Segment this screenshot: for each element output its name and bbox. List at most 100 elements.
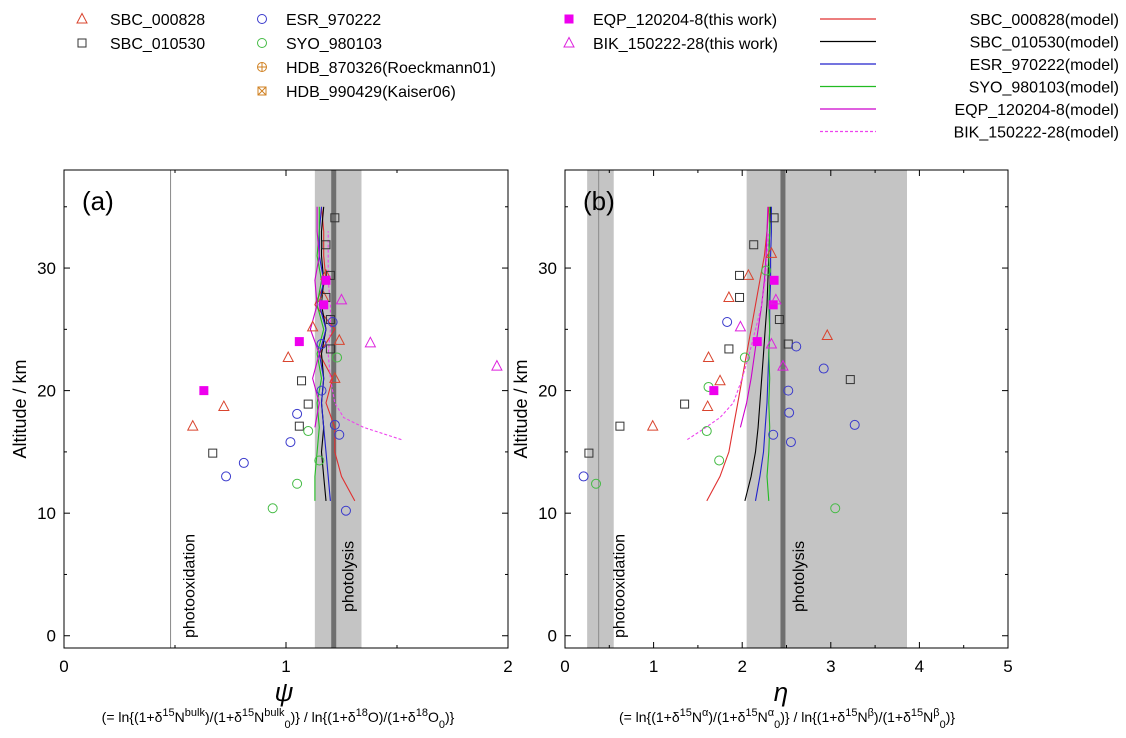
point-bik-150222-28 — [335, 293, 348, 305]
formula-part: O — [428, 709, 439, 725]
point-syo-980103 — [701, 426, 712, 437]
point-eqp-120204-8 — [768, 300, 778, 310]
formula-part: )} — [946, 709, 956, 725]
band-label-photooxidation: photooxidation — [612, 534, 629, 638]
model-line-sbc-000828-model — [706, 206, 770, 502]
legend-marker-bik-150222-28-this-work — [563, 36, 575, 48]
formula-part: 15 — [162, 707, 174, 719]
formula-part: α — [702, 707, 709, 719]
point-sbc-010530 — [584, 448, 594, 458]
panel-label: (a) — [82, 186, 114, 216]
plot-frame — [63, 169, 509, 649]
legend-label-sbc-000828: SBC_000828 — [110, 12, 205, 29]
formula-part: 15 — [845, 707, 857, 719]
point-sbc-010530 — [321, 240, 331, 250]
point-esr-970222 — [334, 429, 345, 440]
point-bik-150222-28 — [364, 336, 377, 348]
point-sbc-010530 — [769, 213, 779, 223]
point-esr-970222 — [285, 437, 296, 448]
point-syo-980103 — [303, 426, 314, 437]
formula-part: )} / ln{(1+δ — [780, 709, 845, 725]
point-sbc-000828 — [186, 419, 199, 431]
point-esr-970222 — [849, 419, 860, 430]
formula-part: 0 — [439, 719, 445, 731]
legend-marker-syo-980103 — [257, 38, 267, 48]
model-line-syo-980103-model — [766, 206, 771, 501]
x-tick-label: 2 — [737, 657, 746, 676]
point-sbc-010530 — [294, 421, 304, 431]
point-sbc-000828 — [306, 320, 319, 332]
point-esr-970222 — [783, 385, 794, 396]
y-tick-label: 0 — [47, 627, 56, 646]
band-label-photolysis: photolysis — [341, 541, 358, 612]
legend-marker-sbc-000828 — [76, 12, 88, 24]
formula-part: N — [857, 709, 867, 725]
point-esr-970222 — [722, 316, 733, 327]
point-bik-150222-28 — [734, 320, 747, 332]
point-eqp-120204-8 — [319, 300, 329, 310]
band-label-photooxidation: photooxidation — [182, 534, 199, 638]
x-tick-label: 4 — [915, 657, 924, 676]
y-tick-label: 20 — [538, 382, 557, 401]
legend-label-bik-150222-28-model: BIK_150222-28(model) — [954, 125, 1119, 142]
point-syo-980103 — [830, 503, 841, 514]
legend-label-sbc-010530: SBC_010530 — [110, 36, 205, 53]
y-axis-label: Altitude / km — [511, 359, 531, 458]
formula-part: β — [868, 707, 874, 719]
point-esr-970222 — [578, 471, 589, 482]
model-line-sbc-010530-model — [320, 206, 327, 501]
point-syo-980103 — [761, 265, 772, 276]
legend-label-syo-980103-model: SYO_980103(model) — [969, 80, 1119, 97]
band-photolysis — [746, 170, 907, 648]
point-esr-970222 — [768, 429, 779, 440]
formula-part: α — [768, 707, 775, 719]
legend-label-hdb-870326-roeckmann01: HDB_870326(Roeckmann01) — [286, 60, 496, 77]
x-axis-formula: (= ln{(1+δ15Nbulk)/(1+δ15Nbulk0)} / ln{(… — [102, 707, 455, 731]
formula-part: 15 — [745, 707, 757, 719]
y-tick-label: 30 — [538, 259, 557, 278]
point-bik-150222-28 — [765, 337, 778, 349]
point-syo-980103 — [714, 455, 725, 466]
y-axis-label: Altitude / km — [10, 359, 30, 458]
point-sbc-010530 — [297, 376, 307, 386]
point-sbc-000828 — [333, 333, 346, 345]
point-sbc-010530 — [845, 375, 855, 385]
panel-b: photolysis photooxidation 0 1 2 3 4 5 0 10 20 30 (b)… — [511, 169, 1013, 731]
legend-marker-sbc-010530 — [77, 38, 87, 48]
formula-part: 0 — [284, 719, 290, 731]
point-sbc-000828 — [702, 350, 715, 363]
model-line-bik-150222-28-model — [327, 231, 402, 441]
formula-part: )} / ln{(1+δ — [291, 709, 356, 725]
panel-label: (b) — [583, 186, 615, 216]
legend-marker-hdb-990429-kaiser06 — [257, 86, 267, 96]
legend-label-eqp-120204-8-model: EQP_120204-8(model) — [954, 102, 1119, 119]
point-sbc-010530 — [735, 292, 745, 302]
legend-marker-esr-970222 — [257, 14, 267, 24]
x-tick-label: 1 — [281, 657, 290, 676]
formula-part: N — [254, 709, 264, 725]
point-esr-970222 — [329, 419, 340, 430]
formula-part: 18 — [416, 707, 428, 719]
point-bik-150222-28 — [777, 359, 789, 371]
point-sbc-000828 — [646, 419, 659, 431]
formula-part: O)/(1+δ — [368, 709, 416, 725]
point-eqp-120204-8 — [199, 386, 209, 396]
point-syo-980103 — [314, 455, 325, 466]
formula-part: bulk — [264, 707, 285, 719]
point-eqp-120204-8 — [752, 337, 762, 347]
formula-part: bulk — [185, 707, 206, 719]
x-tick-label: 2 — [503, 657, 512, 676]
formula-part: )/(1+δ — [205, 709, 242, 725]
point-esr-970222 — [316, 385, 327, 396]
formula-part: N — [692, 709, 702, 725]
point-sbc-000828 — [701, 399, 714, 412]
y-tick-label: 10 — [538, 504, 557, 523]
legend-label-esr-970222-model: ESR_970222(model) — [970, 57, 1119, 74]
point-sbc-010530 — [774, 315, 784, 325]
point-sbc-010530 — [325, 315, 335, 325]
legend-label-esr-970222: ESR_970222 — [286, 12, 381, 29]
point-sbc-000828 — [282, 350, 295, 363]
point-esr-970222 — [292, 408, 303, 419]
x-tick-label: 3 — [826, 657, 835, 676]
